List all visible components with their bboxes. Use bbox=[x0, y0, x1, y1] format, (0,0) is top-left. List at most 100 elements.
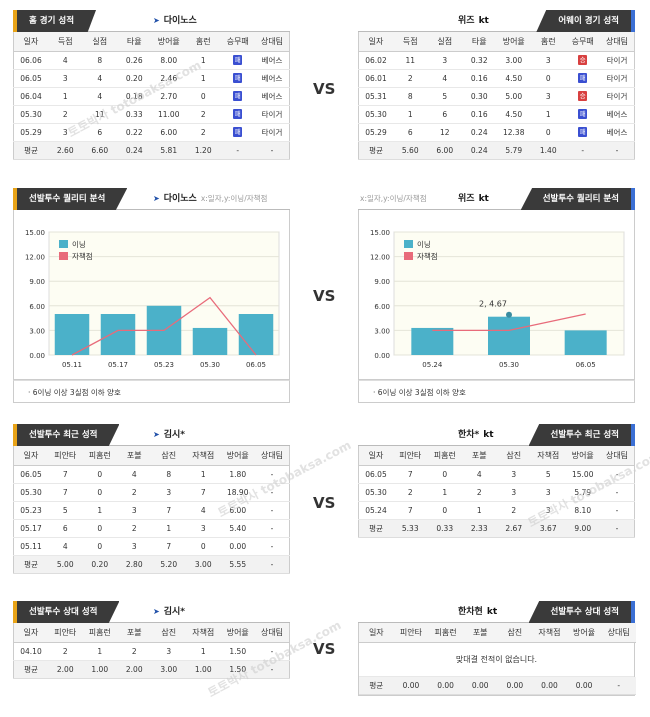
column-header: 피홈런 bbox=[82, 623, 117, 643]
table-cell: - bbox=[255, 465, 290, 484]
legend-label: 자책점 bbox=[417, 251, 438, 261]
table-cell: - bbox=[255, 501, 290, 520]
table-row: 05.31 8 5 0.30 5.00 3 승 타이거 bbox=[358, 87, 635, 106]
table-cell: 6.60 bbox=[82, 141, 117, 160]
table-cell: 1 bbox=[393, 105, 428, 124]
table-cell: - bbox=[255, 483, 290, 502]
table-cell: 6.00 bbox=[220, 501, 255, 520]
away-title: 어웨이 경기 성적 bbox=[536, 10, 635, 32]
legend-swatch-er bbox=[59, 252, 68, 260]
table-cell: 평균 bbox=[13, 141, 48, 160]
table-cell: 1 bbox=[462, 501, 497, 520]
bar bbox=[411, 327, 454, 355]
column-header: 피홈런 bbox=[428, 623, 463, 643]
column-header: 타율 bbox=[462, 32, 497, 52]
column-header: 삼진 bbox=[151, 446, 186, 466]
table-cell: 2 bbox=[117, 642, 152, 661]
y-tick-label: 0.00 bbox=[374, 352, 390, 360]
table-cell: 0 bbox=[186, 87, 221, 106]
table-cell: 패 bbox=[220, 51, 255, 70]
bar bbox=[564, 330, 607, 355]
table-cell: 2.67 bbox=[496, 519, 531, 538]
table-cell: 0 bbox=[82, 519, 117, 538]
column-header: 포볼 bbox=[462, 623, 498, 643]
table-cell: 05.17 bbox=[13, 519, 48, 538]
table-cell: 4 bbox=[427, 69, 462, 88]
table-cell: 3 bbox=[496, 483, 531, 502]
table-cell: 베어스 bbox=[255, 51, 290, 70]
table-row: 05.29 3 6 0.22 6.00 2 패 타이거 bbox=[13, 123, 290, 142]
table-row: 05.30 7 0 2 3 7 18.90- bbox=[13, 483, 290, 502]
recent-left-panel: 선발투수 최근 성적 ➤ 김시* 일자 피안타 피홈런 포볼 삼진 자책점 방어율 상대팀 06.… bbox=[13, 424, 290, 574]
quality-note-right: · 6이닝 이상 3실점 이하 양호 bbox=[358, 380, 635, 403]
lose-badge: 패 bbox=[233, 91, 243, 101]
table-cell: 06.01 bbox=[358, 69, 393, 88]
table-cell: 5 bbox=[48, 501, 83, 520]
table-cell: 6 bbox=[48, 519, 83, 538]
vs-label: VS bbox=[313, 494, 336, 512]
column-header: 상대팀 bbox=[255, 32, 290, 52]
team-arrow-icon: ➤ bbox=[153, 430, 160, 439]
table-cell: 1 bbox=[151, 519, 186, 538]
column-header: 삼진 bbox=[151, 623, 186, 643]
table-cell: 1 bbox=[48, 87, 83, 106]
table-cell: 0.18 bbox=[117, 87, 152, 106]
table-cell: - bbox=[255, 555, 290, 574]
table-cell: 1.40 bbox=[531, 141, 566, 160]
table-cell: 승 bbox=[565, 51, 600, 70]
away-team: 위즈 kt bbox=[458, 16, 489, 26]
table-cell: 5.00 bbox=[496, 87, 531, 106]
y-tick-label: 3.00 bbox=[29, 327, 45, 335]
column-header: 일자 bbox=[13, 623, 48, 643]
no-data-message: 맞대결 전적이 없습니다. bbox=[359, 643, 634, 677]
column-header: 득점 bbox=[48, 32, 83, 52]
column-header: 포볼 bbox=[117, 623, 152, 643]
table-cell: 0.24 bbox=[117, 141, 152, 160]
table-cell: 3 bbox=[151, 483, 186, 502]
table-cell: 1 bbox=[186, 51, 221, 70]
table-cell: 0 bbox=[82, 465, 117, 484]
opp-title-left: 선발투수 상대 성적 bbox=[13, 601, 120, 623]
opp-right-pitcher: 한차현 kt bbox=[458, 607, 498, 617]
header-row: 일자 득점 실점 타율 방어율 홈런 승무패 상대팀 bbox=[13, 32, 290, 52]
table-cell: 3 bbox=[531, 483, 566, 502]
table-cell: 1.50 bbox=[220, 642, 255, 661]
table-cell: 3 bbox=[531, 501, 566, 520]
table-cell: - bbox=[600, 501, 635, 520]
table-row: 05.30 1 6 0.16 4.50 1 패 베어스 bbox=[358, 105, 635, 124]
table-cell: 2 bbox=[496, 501, 531, 520]
table-cell: 0.00 bbox=[428, 676, 463, 695]
legend-label: 자책점 bbox=[72, 251, 93, 261]
table-cell: 1 bbox=[186, 465, 221, 484]
quality-left-team: ➤ 다이노스 x:일자,y:이닝/자책점 bbox=[153, 194, 268, 204]
table-cell: - bbox=[255, 642, 290, 661]
win-badge: 승 bbox=[578, 91, 588, 101]
table-row: 04.10 2 1 2 3 1 1.50- bbox=[13, 642, 290, 661]
table-cell: 4 bbox=[186, 501, 221, 520]
table-cell: 2.80 bbox=[117, 555, 152, 574]
table-cell: 평균 bbox=[13, 555, 48, 574]
y-tick-label: 12.00 bbox=[370, 254, 390, 262]
table-cell: 4.50 bbox=[496, 105, 531, 124]
average-row: 평균 5.33 0.33 2.33 2.67 3.67 9.00- bbox=[358, 519, 635, 538]
quality-left-chart: 0.00 3.00 6.00 9.00 12.00 15.00 05.11 05.17 05.2… bbox=[13, 210, 290, 380]
column-header: 홈런 bbox=[531, 32, 566, 52]
column-header: 상대팀 bbox=[255, 623, 290, 643]
table-cell: 0.24 bbox=[462, 141, 497, 160]
column-header: 방어율 bbox=[220, 623, 255, 643]
table-cell: 12 bbox=[427, 123, 462, 142]
table-cell: - bbox=[600, 483, 635, 502]
average-row: 평균 2.60 6.60 0.24 5.81 1.20- - bbox=[13, 141, 290, 160]
table-cell: 0 bbox=[531, 69, 566, 88]
table-cell: 05.30 bbox=[13, 483, 48, 502]
column-header: 피홈런 bbox=[427, 446, 462, 466]
table-cell: 06.05 bbox=[358, 465, 393, 484]
column-header: 방어율 bbox=[496, 32, 531, 52]
table-cell: 7 bbox=[186, 483, 221, 502]
vs-label: VS bbox=[313, 287, 336, 305]
table-cell: 06.05 bbox=[13, 69, 48, 88]
table-cell: 1.50 bbox=[220, 660, 255, 679]
table-cell: 3.67 bbox=[531, 519, 566, 538]
home-record-panel: 홈 경기 성적 ➤ 다이노스 일자 득점 실점 타율 방어율 홈런 승무패 상대팀 06.06 4 8… bbox=[13, 10, 290, 160]
column-header: 일자 bbox=[358, 32, 393, 52]
